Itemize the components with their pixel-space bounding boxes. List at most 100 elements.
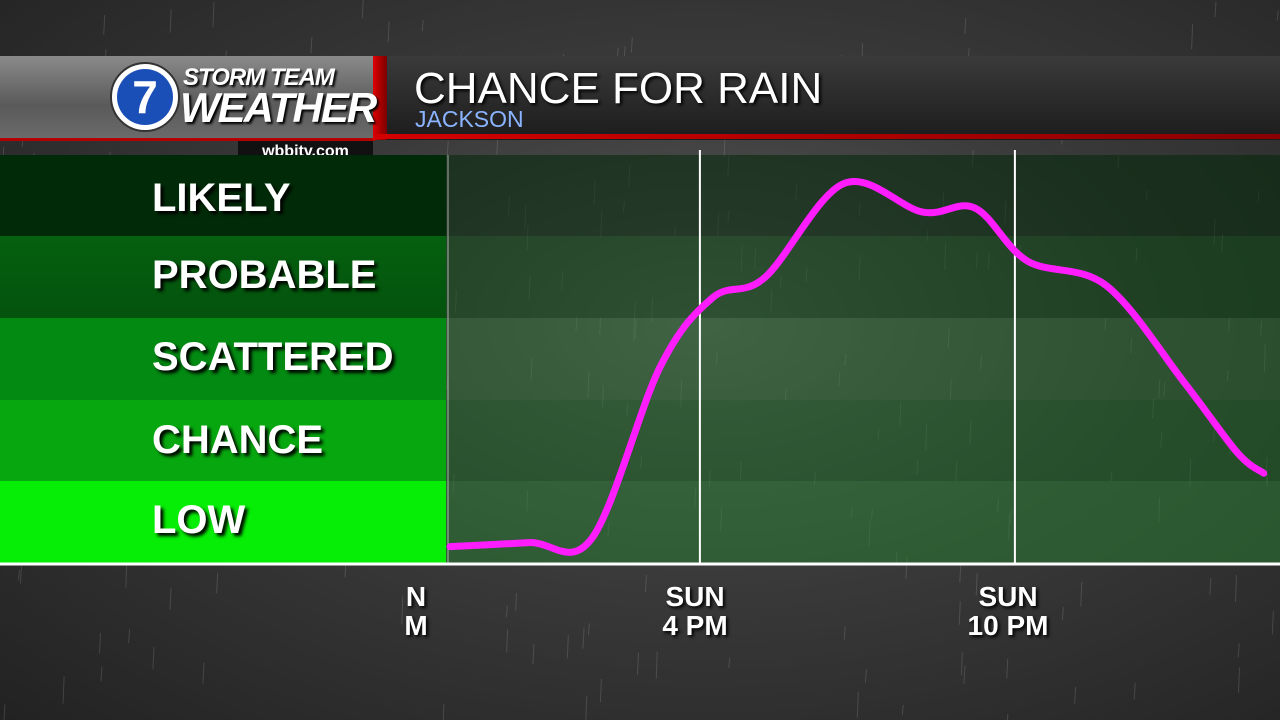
- band-low: [0, 481, 446, 563]
- rain-streak: [128, 629, 131, 644]
- rain-streak: [1074, 686, 1077, 705]
- rain-streak: [169, 587, 172, 611]
- rain-streak: [1006, 658, 1009, 679]
- rain-streak: [1263, 344, 1266, 372]
- rain-streak: [1260, 320, 1263, 336]
- rain-streak: [1133, 682, 1136, 700]
- rain-streak: [421, 19, 424, 31]
- x-tick-time-1: 4 PM: [662, 610, 728, 641]
- channel-7-logo-icon: 7: [110, 62, 180, 132]
- rain-streak: [387, 21, 390, 43]
- rain-streak: [963, 665, 966, 684]
- x-tick-label-2: SUN 10 PM: [938, 582, 1078, 640]
- rain-streak: [599, 317, 602, 335]
- label-likely: LIKELY: [152, 176, 291, 220]
- rain-streak: [1104, 317, 1107, 330]
- rain-streak: [980, 354, 983, 370]
- rain-streak: [530, 358, 533, 381]
- rain-streak: [212, 2, 215, 28]
- rain-streak: [1238, 667, 1241, 693]
- x-tick-day-1: SUN: [665, 581, 725, 612]
- rain-streak: [310, 36, 313, 54]
- rain-streak: [532, 643, 535, 665]
- x-tick-time-2: 10 PM: [967, 610, 1049, 641]
- rain-streak: [169, 9, 172, 33]
- rain-streak: [947, 328, 950, 349]
- rain-streak: [446, 141, 449, 158]
- rain-streak: [843, 626, 846, 641]
- rain-streak: [582, 628, 585, 649]
- rain-streak: [784, 389, 787, 401]
- rain-streak: [630, 37, 633, 53]
- rain-chance-line: [446, 178, 1268, 556]
- label-probable: PROBABLE: [152, 253, 377, 297]
- band-scattered: [0, 318, 446, 400]
- band-probable: [0, 236, 446, 318]
- rain-streak: [1214, 1, 1217, 18]
- rain-streak: [1237, 643, 1240, 658]
- rain-streak: [587, 371, 590, 398]
- rain-streak: [152, 647, 155, 670]
- rain-streak: [1271, 610, 1274, 635]
- rain-streak: [1276, 10, 1279, 21]
- rain-streak: [958, 601, 961, 625]
- x-tick-time-0: M: [404, 610, 428, 641]
- rain-streak: [585, 696, 588, 720]
- rain-streak: [3, 704, 6, 720]
- x-tick-label-0: N M: [346, 582, 486, 640]
- band-chance-area: [446, 400, 1280, 481]
- rain-streak: [361, 0, 364, 19]
- rain-streak: [838, 372, 841, 386]
- band-chance: [0, 400, 446, 481]
- rain-streak: [901, 704, 904, 716]
- rain-streak: [1158, 380, 1161, 398]
- rain-streak: [1209, 577, 1212, 596]
- rain-streak: [103, 15, 106, 35]
- band-probable-area: [446, 236, 1280, 318]
- logo-number: 7: [132, 71, 158, 123]
- rain-streak: [864, 669, 867, 683]
- rain-streak: [644, 574, 647, 593]
- logo-weather: WEATHER: [180, 84, 377, 131]
- label-chance: CHANCE: [152, 418, 324, 462]
- x-tick-day-2: SUN: [978, 581, 1038, 612]
- rain-streak: [964, 17, 967, 35]
- rain-streak: [844, 353, 847, 366]
- rain-streak: [1191, 24, 1194, 50]
- band-likely: [0, 155, 446, 236]
- rain-streak: [62, 676, 65, 704]
- label-low: LOW: [152, 498, 246, 542]
- rain-streak: [216, 573, 219, 594]
- x-tick-day-0: N: [405, 581, 427, 612]
- rain-streak: [1080, 581, 1083, 607]
- rain-streak: [17, 569, 20, 581]
- x-tick-label-1: SUN 4 PM: [625, 582, 765, 640]
- rain-streak: [1061, 607, 1064, 620]
- rain-streak: [715, 350, 718, 365]
- rain-streak: [949, 379, 952, 400]
- rain-streak: [505, 605, 508, 618]
- rain-streak: [202, 662, 205, 684]
- rain-streak: [1228, 318, 1231, 332]
- rain-streak: [1226, 370, 1229, 382]
- band-likely-area: [446, 155, 1280, 236]
- rain-streak: [515, 592, 518, 611]
- rain-streak: [633, 315, 636, 342]
- rain-streak: [637, 652, 640, 675]
- rain-streak: [599, 678, 602, 703]
- rain-streak: [975, 573, 978, 596]
- page-title: CHANCE FOR RAIN: [414, 64, 823, 113]
- header-underline: [375, 134, 1280, 139]
- rain-streak: [1163, 382, 1166, 397]
- band-scattered-area: [446, 318, 1280, 400]
- logo-panel: [0, 56, 375, 141]
- rain-streak: [634, 319, 637, 339]
- rain-streak: [442, 703, 445, 720]
- label-scattered: SCATTERED: [152, 335, 394, 379]
- rain-streak: [959, 563, 962, 583]
- rain-streak: [401, 596, 404, 625]
- header-divider: [373, 56, 387, 140]
- rain-streak: [728, 657, 731, 669]
